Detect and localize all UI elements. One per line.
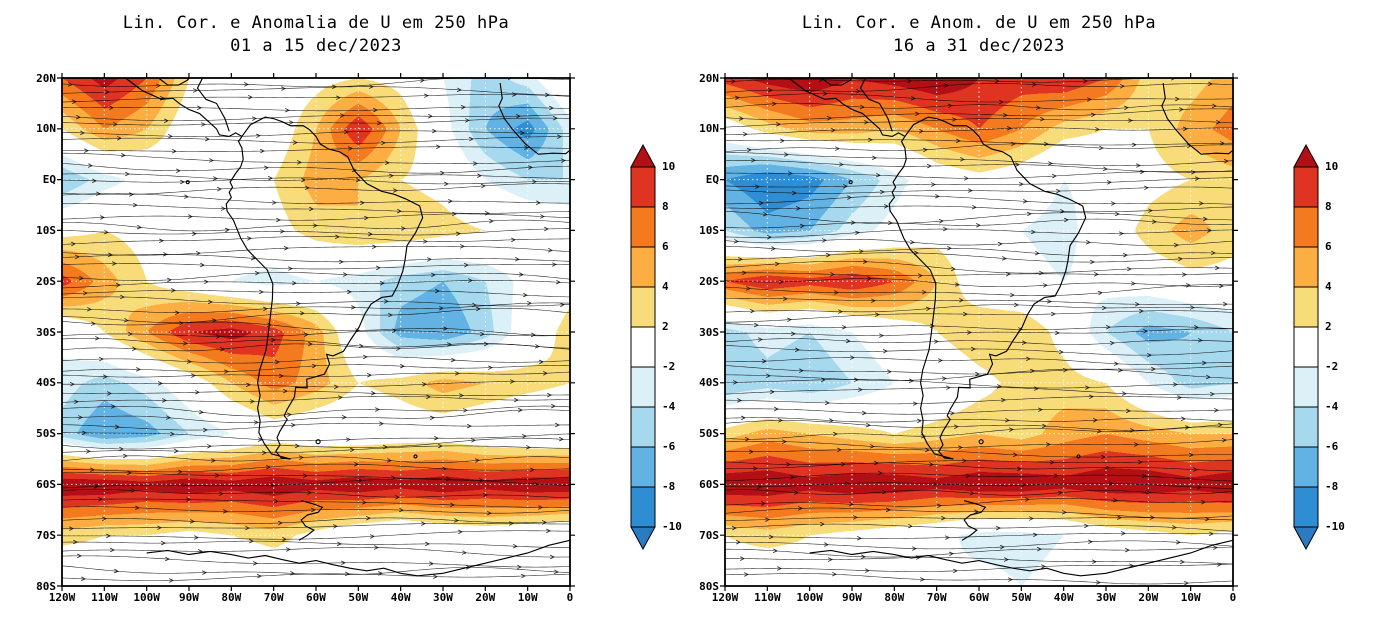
colorbar-tick-label: -8: [662, 480, 676, 493]
lat-tick-label: 70S: [699, 528, 719, 542]
panel-right: Lin. Cor. e Anom. de U em 250 hPa 16 a 3…: [663, 0, 1380, 636]
lat-tick-label: 10N: [36, 122, 56, 136]
colorbar-tick-label: -2: [1325, 360, 1339, 373]
lat-tick-label: 40S: [699, 376, 719, 390]
colorbar-tick-label: 2: [662, 320, 669, 333]
colorbar-tick-label: 10: [1325, 160, 1339, 173]
colorbar-scale: [1293, 144, 1319, 550]
panel-subtitle: 01 a 15 dec/2023: [230, 36, 402, 56]
lat-tick-label: 10N: [699, 122, 719, 136]
lat-tick-label: 20S: [699, 274, 719, 288]
lat-tick-label: 50S: [699, 427, 719, 441]
colorbar-tick-label: -10: [1325, 520, 1345, 533]
lat-tick-label: 20S: [36, 274, 56, 288]
panel-title-block: Lin. Cor. e Anomalia de U em 250 hPa 01 …: [54, 12, 578, 58]
lat-tick-label: 80S: [699, 579, 719, 593]
colorbar-tick-label: 4: [1325, 280, 1332, 293]
lat-tick-label: 20N: [699, 71, 719, 85]
panel-subtitle: 16 a 31 dec/2023: [893, 36, 1065, 56]
panel-title: Lin. Cor. e Anom. de U em 250 hPa: [801, 13, 1157, 33]
colorbar-tick-label: 8: [1325, 200, 1332, 213]
lat-tick-label: 30S: [36, 325, 56, 339]
colorbar-tick-label: -4: [1325, 400, 1339, 413]
map-canvas: [54, 70, 578, 594]
lat-tick-label: 10S: [699, 223, 719, 237]
colorbar-tick-label: -8: [1325, 480, 1339, 493]
lat-tick-label: 20N: [36, 71, 56, 85]
lat-tick-label: EQ: [42, 173, 56, 187]
colorbar-tick-label: 6: [662, 240, 669, 253]
colorbar-tick-label: -6: [1325, 440, 1339, 453]
colorbar-tick-label: 8: [662, 200, 669, 213]
panel-title: Lin. Cor. e Anomalia de U em 250 hPa: [122, 13, 510, 33]
lat-tick-label: 30S: [699, 325, 719, 339]
map-canvas: [717, 70, 1241, 594]
colorbar-tick-label: 6: [1325, 240, 1332, 253]
colorbar-tick-label: -4: [662, 400, 676, 413]
colorbar: 10 8 6 4 2 -2 -4 -6 -8 -10: [1293, 144, 1365, 554]
lat-tick-label: 60S: [699, 477, 719, 491]
lat-tick-label: EQ: [705, 173, 719, 187]
colorbar-tick-label: 10: [662, 160, 676, 173]
colorbar-tick-label: -2: [662, 360, 676, 373]
colorbar-tick-label: -6: [662, 440, 676, 453]
lat-tick-label: 70S: [36, 528, 56, 542]
colorbar-tick-label: 4: [662, 280, 669, 293]
colorbar-tick-label: 2: [1325, 320, 1332, 333]
panel-title-block: Lin. Cor. e Anom. de U em 250 hPa 16 a 3…: [717, 12, 1241, 58]
panel-left: Lin. Cor. e Anomalia de U em 250 hPa 01 …: [36, 12, 702, 604]
lat-tick-label: 80S: [36, 579, 56, 593]
lat-tick-label: 10S: [36, 223, 56, 237]
lat-tick-label: 60S: [36, 477, 56, 491]
colorbar-tick-label: -10: [662, 520, 682, 533]
lat-tick-label: 40S: [36, 376, 56, 390]
lat-tick-label: 50S: [36, 427, 56, 441]
colorbar: 10 8 6 4 2 -2 -4 -6 -8 -10: [630, 144, 702, 554]
colorbar-scale: [630, 144, 656, 550]
